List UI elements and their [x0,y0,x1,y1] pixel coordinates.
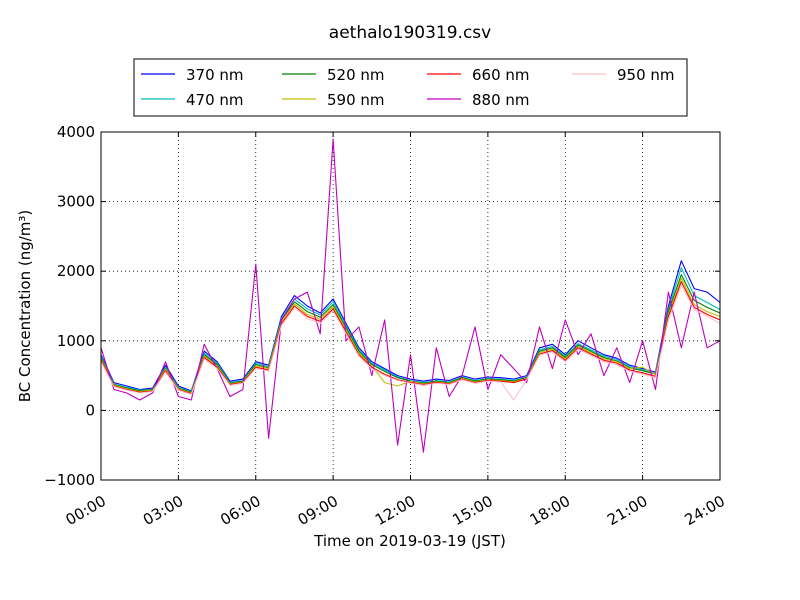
x-tick-label: 18:00 [527,492,573,529]
x-tick-label: 09:00 [295,492,341,529]
legend-label: 950 nm [617,66,675,84]
x-tick-label: 15:00 [449,492,495,529]
x-tick-label: 03:00 [140,492,186,529]
y-tick-label: 2000 [57,262,95,280]
y-tick-label: −1000 [44,471,95,489]
x-tick-label: 12:00 [372,492,418,529]
y-tick-label: 0 [85,401,95,419]
chart-title: aethalo190319.csv [329,23,491,43]
x-tick-label: 06:00 [217,492,263,529]
y-tick-label: 1000 [57,332,95,350]
legend-label: 880 nm [472,91,530,109]
grid [101,132,720,480]
x-tick-label: 24:00 [682,492,728,529]
legend-label: 470 nm [186,91,244,109]
y-axis-label: BC Concentration (ng/m³) [16,210,34,403]
series-line-470-nm [100,267,721,393]
x-tick-label: 21:00 [604,492,650,529]
legend-items: 370 nm 470 nm 520 nm 590 nm 660 nm 880 nm 950 … [141,66,675,109]
legend-label: 660 nm [472,66,530,84]
x-axis-label: Time on 2019-03-19 (JST) [313,532,506,550]
series-line-590-nm [100,277,721,394]
ticks: 00:00 03:00 06:00 09:00 12:00 15:00 18:00 21:00… [44,123,728,529]
legend-label: 590 nm [327,91,385,109]
legend-frame [133,58,688,117]
series-line-880-nm [100,138,721,453]
series-line-950-nm [100,284,721,401]
series-line-660-nm [100,281,721,395]
y-tick-label: 3000 [57,193,95,211]
legend-label: 520 nm [327,66,385,84]
legend-label: 370 nm [186,66,244,84]
legend: 370 nm 470 nm 520 nm 590 nm 660 nm 880 nm 950 … [133,58,688,117]
series-layer [100,138,721,453]
y-tick-label: 4000 [57,123,95,141]
x-tick-label: 00:00 [63,492,109,529]
series-line-370-nm [100,260,721,392]
